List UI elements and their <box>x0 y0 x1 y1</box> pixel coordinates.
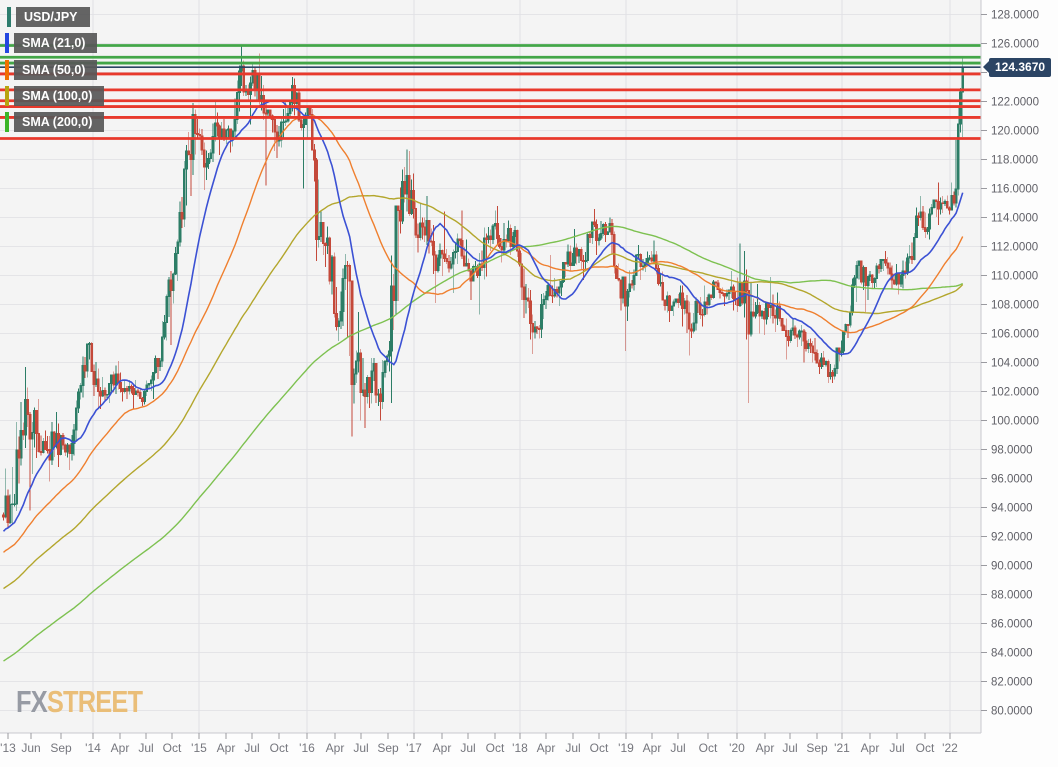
x-axis-tick-label: Oct <box>270 741 289 755</box>
y-axis-tick-label: 116.0000 <box>991 184 1038 196</box>
x-axis-tick-label: Apr <box>537 741 556 755</box>
y-axis-tick-label: 98.0000 <box>991 445 1033 457</box>
y-axis-tick-label: 102.0000 <box>991 387 1039 399</box>
y-axis-tick-label: 114.0000 <box>991 213 1038 225</box>
y-axis-tick-label: 80.0000 <box>991 706 1033 718</box>
x-axis-tick-label: '17 <box>406 741 422 755</box>
x-axis-tick-label: '13 <box>0 741 16 755</box>
y-axis-tick-label: 104.0000 <box>991 358 1039 370</box>
x-axis-tick-label: Sep <box>806 741 828 755</box>
x-axis-tick-label: '20 <box>729 741 745 755</box>
legend-sma50-label: SMA (50,0) <box>14 60 98 80</box>
logo-street: STREET <box>46 684 143 719</box>
y-axis-tick-label: 126.0000 <box>991 39 1039 51</box>
x-axis-tick-label: Apr <box>756 741 775 755</box>
legend-item-sma-100[interactable]: SMA (100,0) <box>5 86 105 106</box>
y-axis-tick-label: 108.0000 <box>991 300 1039 312</box>
x-axis-tick-label: Jun <box>21 741 40 755</box>
x-axis-tick-label: '19 <box>618 741 634 755</box>
x-axis-tick-label: '15 <box>191 741 207 755</box>
plot-background <box>0 0 981 733</box>
y-axis-tick-label: 90.0000 <box>991 561 1033 573</box>
sma-21-line <box>2 99 964 532</box>
sma-50-line <box>3 115 964 553</box>
sma21-color-swatch <box>5 33 9 53</box>
x-axis-tick-label: Oct <box>699 741 718 755</box>
y-axis-tick-label: 118.0000 <box>991 155 1038 167</box>
x-axis-tick-label: '16 <box>299 741 315 755</box>
x-axis-tick-label: Jul <box>670 741 685 755</box>
y-axis-tick-label: 112.0000 <box>991 242 1038 254</box>
y-axis-tick-label: 86.0000 <box>991 619 1033 631</box>
x-axis-tick-label: '14 <box>85 741 101 755</box>
x-axis-tick-label: Oct <box>916 741 935 755</box>
sma-100-line <box>3 194 964 590</box>
x-axis-tick-label: Oct <box>590 741 609 755</box>
x-axis-tick-label: Apr <box>111 741 130 755</box>
x-axis-tick-label: Jul <box>782 741 797 755</box>
x-axis-tick-label: Jul <box>460 741 475 755</box>
x-axis-tick-label: Oct <box>486 741 505 755</box>
x-axis-tick-label: Jul <box>244 741 259 755</box>
legend-sma200-label: SMA (200,0) <box>14 112 105 132</box>
y-axis-tick-label: 96.0000 <box>991 474 1033 486</box>
symbol-color-swatch <box>7 7 11 27</box>
legend-item-sma-21[interactable]: SMA (21,0) <box>5 33 98 53</box>
x-axis-tick-label: Sep <box>377 741 399 755</box>
candles-up <box>4 44 965 525</box>
legend-sma100-label: SMA (100,0) <box>14 86 105 106</box>
y-axis-tick-label: 84.0000 <box>991 648 1033 660</box>
y-axis-tick-label: 128.0000 <box>991 10 1039 22</box>
y-axis-tick-label: 110.0000 <box>991 271 1038 283</box>
x-axis-tick-label: Sep <box>50 741 72 755</box>
x-axis-tick-label: Jul <box>565 741 580 755</box>
x-axis-tick-label: Apr <box>643 741 662 755</box>
y-axis-tick-label: 92.0000 <box>991 532 1033 544</box>
y-axis-tick-label: 94.0000 <box>991 503 1033 515</box>
x-axis-tick-label: Apr <box>861 741 880 755</box>
x-axis-tick-label: Oct <box>163 741 182 755</box>
x-axis-tick-label: Jul <box>353 741 368 755</box>
x-axis-tick-label: Apr <box>326 741 345 755</box>
fxstreet-watermark: FXSTREET <box>16 684 143 720</box>
logo-fx: FX <box>16 684 48 719</box>
legend-sma21-label: SMA (21,0) <box>14 33 98 53</box>
x-axis-tick-label: '21 <box>834 741 850 755</box>
sma50-color-swatch <box>5 60 9 80</box>
sma200-color-swatch <box>5 112 9 132</box>
candles-down <box>2 53 956 528</box>
legend-symbol-label: USD/JPY <box>16 7 90 27</box>
y-axis-tick-label: 122.0000 <box>991 97 1039 109</box>
y-axis-tick-label: 82.0000 <box>991 677 1033 689</box>
y-axis-tick-label: 120.0000 <box>991 126 1039 138</box>
y-axis-tick-label: 106.0000 <box>991 329 1039 341</box>
last-price-badge: 124.3670 <box>982 57 1052 77</box>
legend-item-sma-50[interactable]: SMA (50,0) <box>5 60 98 80</box>
sma100-color-swatch <box>5 86 9 106</box>
y-axis-tick-label: 100.0000 <box>991 416 1039 428</box>
legend-item-sma-200[interactable]: SMA (200,0) <box>5 112 105 132</box>
legend-item-usdjpy[interactable]: USD/JPY <box>7 7 90 27</box>
x-axis-tick-label: '18 <box>512 741 528 755</box>
x-axis-tick-label: Jul <box>138 741 153 755</box>
y-axis-tick-label: 88.0000 <box>991 590 1033 602</box>
x-axis-tick-label: Apr <box>433 741 452 755</box>
x-axis-tick-label: Jul <box>889 741 904 755</box>
x-axis-tick-label: '22 <box>942 741 958 755</box>
x-axis-tick-label: Apr <box>217 741 236 755</box>
